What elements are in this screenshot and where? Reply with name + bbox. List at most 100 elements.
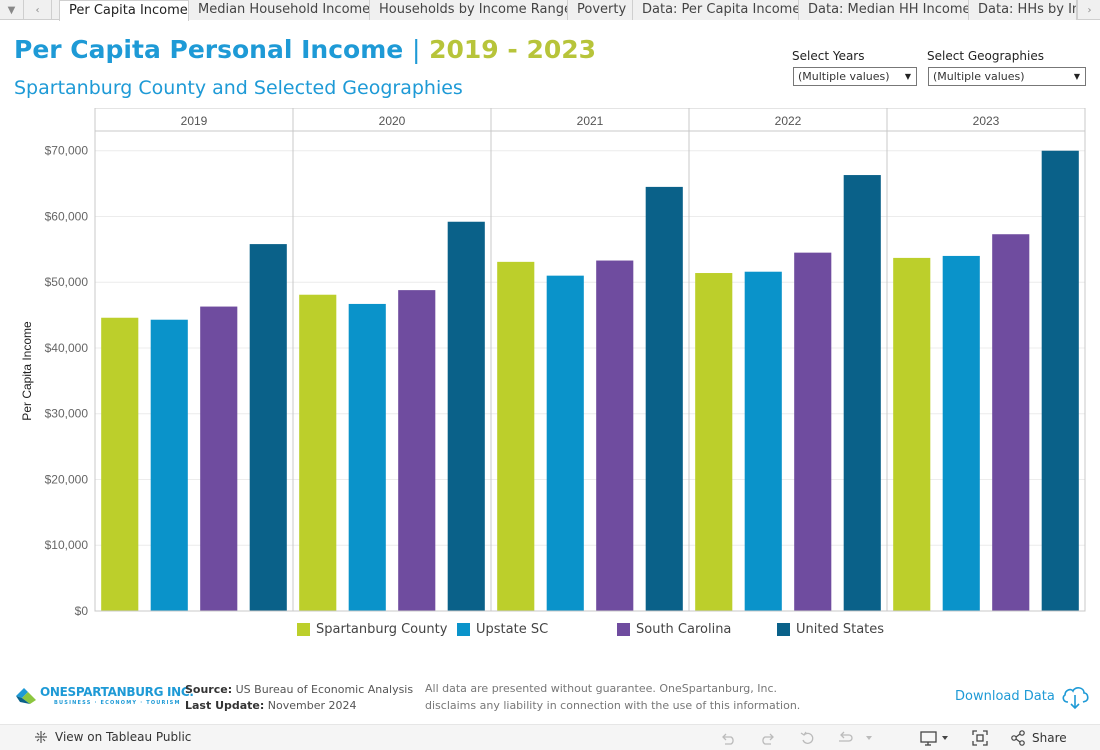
chart-frame <box>94 108 1086 612</box>
y-tick-label: $70,000 <box>45 144 89 158</box>
update-label: Last Update: <box>185 699 265 712</box>
dropdown-arrow-icon: ▼ <box>1073 72 1080 81</box>
bar <box>299 294 337 611</box>
years-filter-label: Select Years <box>792 49 865 63</box>
year-header-label: 2021 <box>577 114 604 128</box>
logo-tagline: BUSINESS · ECONOMY · TOURISM <box>54 700 181 706</box>
tableau-toolbar: View on Tableau Public Share <box>0 724 1100 750</box>
bar <box>348 303 386 611</box>
tab-data-per-capita-income[interactable]: Data: Per Capita Income <box>633 0 799 20</box>
y-tick-label: $50,000 <box>45 275 89 289</box>
tab-median-household-income[interactable]: Median Household Income <box>189 0 370 20</box>
disclaimer: All data are presented without guarantee… <box>425 680 800 714</box>
y-tick-label: $60,000 <box>45 209 89 223</box>
disclaimer-line-2: disclaims any liability in connection wi… <box>425 699 801 712</box>
year-header-label: 2023 <box>973 114 1000 128</box>
logo-text: ONESPARTANBURG INC. <box>40 685 194 699</box>
years-filter-select[interactable]: (Multiple values) ▼ <box>793 67 917 86</box>
bar <box>497 261 535 611</box>
bar <box>398 290 436 611</box>
legend-swatch <box>777 623 790 636</box>
legend-label: Spartanburg County <box>316 622 448 637</box>
legend-swatch <box>297 623 310 636</box>
legend-label: South Carolina <box>636 622 732 637</box>
bar <box>942 255 980 611</box>
share-button[interactable]: Share <box>1010 728 1067 748</box>
legend-label: United States <box>796 622 885 637</box>
download-data-link[interactable]: Download Data <box>955 689 1055 704</box>
y-tick-label: $20,000 <box>45 472 89 486</box>
disclaimer-line-1: All data are presented without guarantee… <box>425 682 778 695</box>
logo-mark-icon <box>16 688 36 704</box>
tab-data-median-hh-income[interactable]: Data: Median HH Income <box>799 0 969 20</box>
bar <box>1041 150 1079 612</box>
tab-poverty[interactable]: Poverty <box>568 0 633 20</box>
tab-data-hhs-by-income[interactable]: Data: HHs by Inc <box>969 0 1077 20</box>
legend-item-south-carolina[interactable]: South Carolina <box>617 622 731 637</box>
legend-label: Upstate SC <box>476 622 549 637</box>
geographies-filter-label: Select Geographies <box>927 49 1044 63</box>
legend-swatch <box>457 623 470 636</box>
tab-menu-icon[interactable]: ▼ <box>0 0 24 20</box>
source-info: Source: US Bureau of Economic Analysis L… <box>185 682 413 714</box>
bar <box>645 186 683 611</box>
geographies-filter-value: (Multiple values) <box>933 70 1025 83</box>
tableau-logo-icon <box>35 731 47 743</box>
tab-scroll-left-icon[interactable]: ‹ <box>24 0 52 20</box>
cloud-download-icon[interactable] <box>1060 683 1090 711</box>
view-on-tableau-button[interactable]: View on Tableau Public <box>34 730 191 744</box>
tab-scroll-right-icon[interactable]: › <box>1077 0 1100 20</box>
legend-item-united-states[interactable]: United States <box>777 622 884 637</box>
chart-legend: Spartanburg County Upstate SC South Caro… <box>0 622 1100 640</box>
geographies-filter-select[interactable]: (Multiple values) ▼ <box>928 67 1086 86</box>
legend-item-spartanburg[interactable]: Spartanburg County <box>297 622 447 637</box>
device-layout-icon[interactable] <box>920 728 952 748</box>
fullscreen-icon[interactable] <box>972 728 988 748</box>
redo-icon[interactable] <box>760 728 776 748</box>
bar <box>992 234 1030 611</box>
y-tick-label: $40,000 <box>45 341 89 355</box>
bar <box>447 221 485 611</box>
undo-icon[interactable] <box>720 728 736 748</box>
bar <box>546 275 584 611</box>
update-value: November 2024 <box>267 699 357 712</box>
bar <box>249 244 287 611</box>
bar <box>744 271 782 611</box>
y-tick-label: $10,000 <box>45 538 89 552</box>
share-label: Share <box>1032 731 1067 745</box>
source-label: Source: <box>185 683 233 696</box>
revert-icon[interactable] <box>800 728 816 748</box>
source-value: US Bureau of Economic Analysis <box>235 683 414 696</box>
bar <box>893 257 931 611</box>
year-header-label: 2022 <box>775 114 802 128</box>
refresh-icon[interactable] <box>836 728 876 748</box>
bar <box>794 252 832 611</box>
tab-bar: ▼ ‹ Per Capita Income Median Household I… <box>0 0 1100 21</box>
y-axis-title: Per Capita Income <box>20 321 34 421</box>
tab-households-by-income-range[interactable]: Households by Income Range <box>370 0 568 20</box>
bar <box>200 306 238 611</box>
bar <box>695 273 733 611</box>
view-on-tableau-label: View on Tableau Public <box>55 730 192 744</box>
dropdown-arrow-icon: ▼ <box>904 72 911 81</box>
year-header-label: 2019 <box>181 114 208 128</box>
title-main: Per Capita Personal Income <box>14 35 404 64</box>
bar <box>596 260 634 611</box>
bar-chart: $0 $10,000 $20,000 $30,000 $40,000 $50,000 $60… <box>20 108 1086 618</box>
legend-swatch <box>617 623 630 636</box>
bar <box>150 319 188 611</box>
tab-per-capita-income[interactable]: Per Capita Income <box>59 0 189 21</box>
page-subtitle: Spartanburg County and Selected Geograph… <box>14 77 463 99</box>
y-tick-label: $30,000 <box>45 407 89 421</box>
share-icon <box>1011 730 1025 746</box>
onespartanburg-logo[interactable]: ONESPARTANBURG INC. BUSINESS · ECONOMY ·… <box>14 684 194 710</box>
y-tick-label: $0 <box>75 604 89 618</box>
years-filter-value: (Multiple values) <box>798 70 890 83</box>
title-separator: | <box>411 35 421 64</box>
bar <box>101 317 139 611</box>
bar <box>843 175 881 611</box>
year-header-label: 2020 <box>379 114 406 128</box>
title-years: 2019 - 2023 <box>429 35 597 64</box>
legend-item-upstate[interactable]: Upstate SC <box>457 622 548 637</box>
